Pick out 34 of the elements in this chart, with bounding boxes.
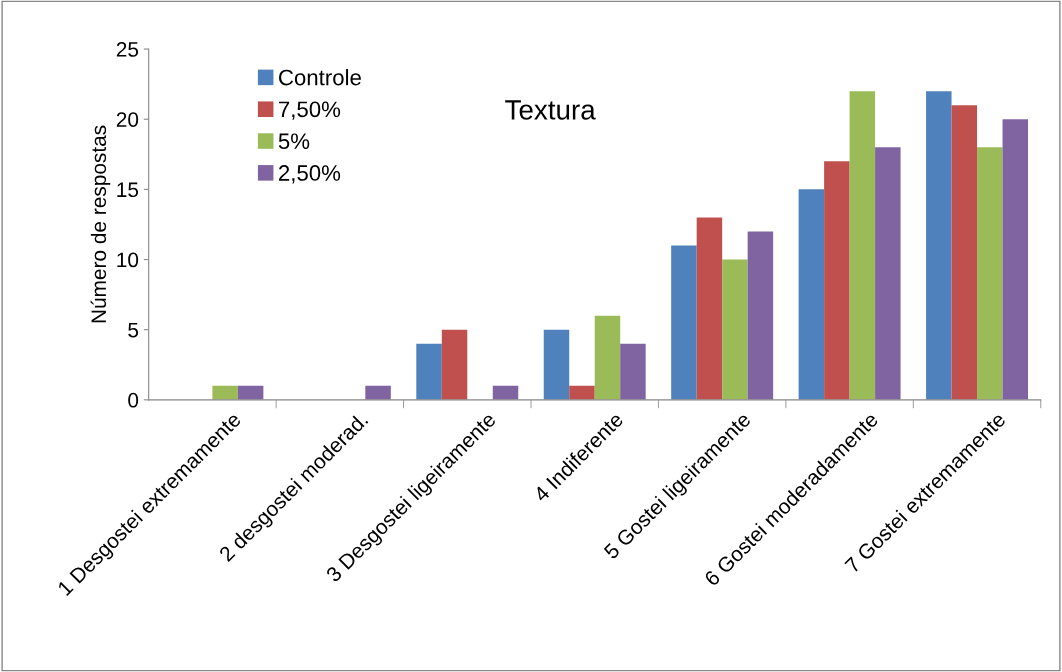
bar — [696, 217, 723, 400]
y-tick-label: 15 — [117, 182, 139, 198]
y-tick-label: 25 — [116, 42, 139, 57]
bar — [977, 147, 1003, 400]
y-tick-label: 0 — [128, 392, 139, 408]
bar — [671, 245, 697, 400]
legend-label: 7,50% — [279, 101, 341, 120]
y-tick-label: 5 — [128, 322, 139, 338]
y-axis-title: Número de respostas — [90, 125, 111, 323]
bar — [926, 91, 952, 400]
y-tick-label: 20 — [116, 112, 139, 127]
bar — [747, 231, 774, 400]
bar — [212, 385, 238, 400]
bar — [416, 343, 442, 400]
text: Textura — [505, 100, 596, 120]
bar — [1002, 119, 1029, 400]
bar — [237, 385, 264, 400]
bar — [951, 105, 978, 400]
legend-label: 2,50% — [279, 165, 341, 184]
bar — [824, 161, 850, 400]
bar — [543, 329, 570, 400]
legend-label: 5% — [278, 133, 310, 150]
bar — [849, 91, 876, 400]
legend-label: Controle — [279, 69, 361, 86]
bar — [798, 189, 825, 400]
bar — [722, 259, 748, 400]
bar — [441, 329, 468, 400]
bar — [492, 385, 519, 400]
y-tick-label: 10 — [117, 252, 139, 268]
bar — [594, 315, 621, 400]
bar — [620, 343, 646, 400]
bar — [875, 147, 901, 400]
bar — [365, 385, 391, 400]
bar — [569, 385, 595, 400]
